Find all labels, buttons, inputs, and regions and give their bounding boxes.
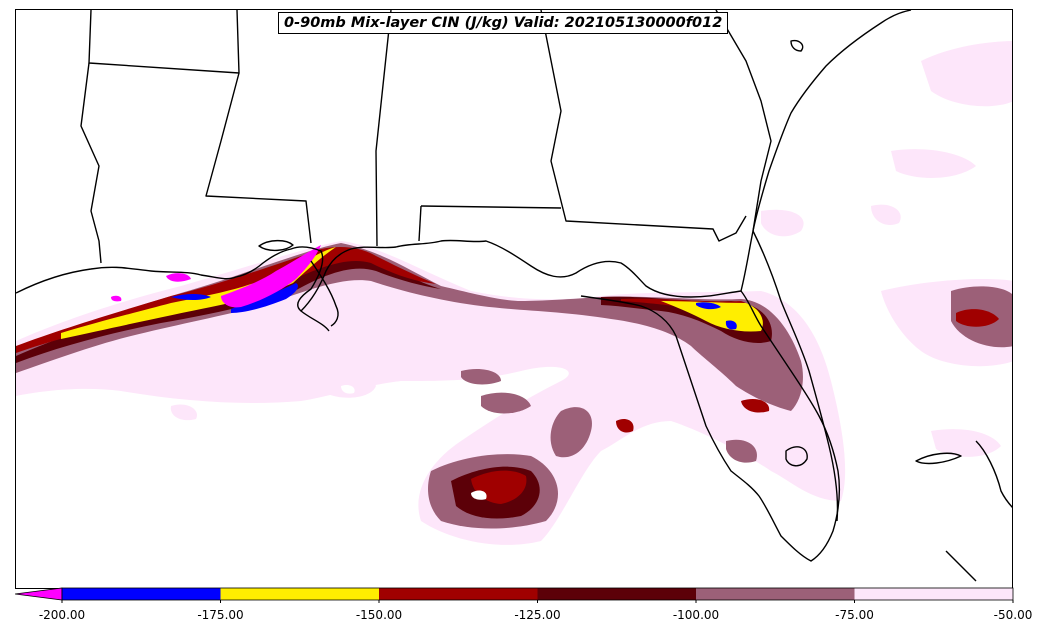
colorbar-tick-label: -200.00 (38, 608, 86, 622)
colorbar-tick-label: -100.00 (672, 608, 720, 622)
cin-field-light (921, 41, 1012, 107)
cin-field-light (871, 204, 901, 226)
cin-field-magenta (221, 245, 321, 308)
colorbar-segment (854, 588, 1013, 600)
colorbar-tick-label: -125.00 (514, 608, 561, 622)
cin-field-mauve (550, 407, 592, 458)
map-panel (15, 9, 1013, 589)
cin-field-light (931, 429, 1001, 457)
cin-map (16, 10, 1012, 582)
colorbar-segment (220, 588, 379, 600)
colorbar-tick-label: -175.00 (197, 608, 244, 622)
colorbar (15, 587, 1014, 603)
cin-field-yellow (61, 247, 336, 339)
cin-field-magenta (111, 295, 122, 302)
colorbar-tick-label: -50.00 (993, 608, 1033, 622)
cin-field-darkred (616, 419, 634, 433)
cin-field-blue (171, 294, 211, 300)
cin-field-light (170, 404, 197, 421)
colorbar-tick-label: -75.00 (835, 608, 874, 622)
cin-field-mauve (481, 392, 531, 414)
cin-field-yellow (661, 301, 763, 332)
colorbar-segment (537, 588, 696, 600)
cin-fields (16, 41, 1012, 545)
coastlines-and-borders (16, 10, 1012, 582)
colorbar-segment (379, 588, 538, 600)
colorbar-segment (62, 588, 221, 600)
cin-field-mauve (726, 439, 757, 463)
map-title: 0-90mb Mix-layer CIN (J/kg) Valid: 20210… (278, 12, 729, 34)
cin-field-darkred (741, 399, 770, 413)
cin-field-light (761, 209, 804, 237)
cin-field-magenta (166, 273, 191, 282)
colorbar-segment (696, 588, 855, 600)
colorbar-tick-label: -150.00 (355, 608, 403, 622)
cin-field-light (891, 149, 976, 178)
cin-field-mauve (461, 369, 501, 385)
colorbar-extend-triangle (15, 587, 63, 601)
cin-field-blue (696, 302, 721, 310)
cin-field-darkred (956, 309, 999, 327)
cin-field-blue (725, 320, 737, 330)
